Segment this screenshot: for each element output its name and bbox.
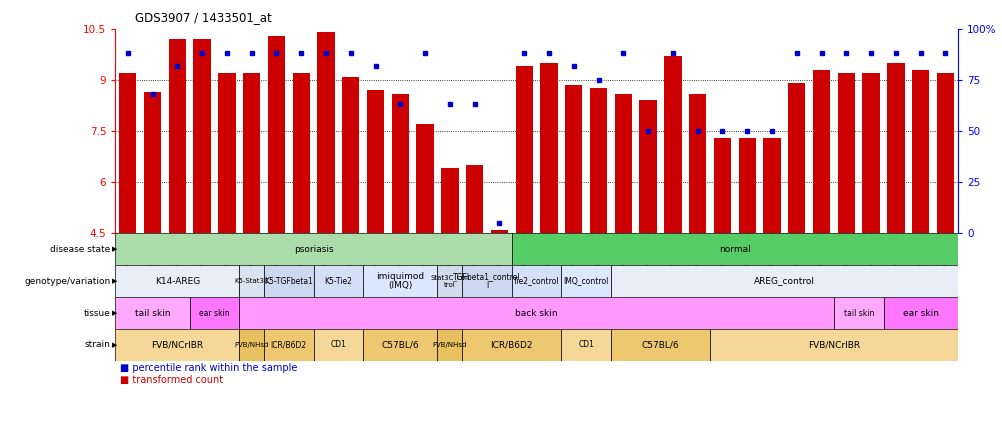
- Bar: [239, 297, 833, 329]
- Text: K5-Tie2: K5-Tie2: [324, 277, 352, 285]
- Text: ■ percentile rank within the sample: ■ percentile rank within the sample: [120, 363, 298, 373]
- Bar: [639, 100, 656, 233]
- Bar: [441, 168, 458, 233]
- Text: K5-Stat3C: K5-Stat3C: [234, 278, 269, 284]
- Bar: [737, 138, 756, 233]
- Bar: [115, 297, 189, 329]
- Bar: [437, 265, 462, 297]
- Text: ear skin: ear skin: [902, 309, 938, 317]
- Text: FVB/NCrIBR: FVB/NCrIBR: [807, 341, 859, 349]
- Bar: [239, 329, 264, 361]
- Text: ▶: ▶: [112, 310, 117, 316]
- Bar: [610, 329, 709, 361]
- Bar: [837, 73, 854, 233]
- Bar: [561, 329, 610, 361]
- Text: C57BL/6: C57BL/6: [641, 341, 678, 349]
- Text: back skin: back skin: [515, 309, 557, 317]
- Bar: [317, 32, 335, 233]
- Text: FVB/NHsd: FVB/NHsd: [432, 342, 467, 348]
- Bar: [589, 88, 606, 233]
- Bar: [862, 73, 879, 233]
- Bar: [713, 138, 730, 233]
- Bar: [812, 70, 830, 233]
- Bar: [883, 297, 957, 329]
- Text: ■ transformed count: ■ transformed count: [120, 375, 223, 385]
- Text: K5-TGFbeta1: K5-TGFbeta1: [265, 277, 313, 285]
- Bar: [462, 329, 561, 361]
- Bar: [688, 94, 705, 233]
- Text: tail skin: tail skin: [134, 309, 170, 317]
- Bar: [511, 265, 561, 297]
- Bar: [115, 265, 239, 297]
- Bar: [462, 265, 511, 297]
- Bar: [490, 230, 508, 233]
- Bar: [314, 329, 363, 361]
- Text: disease state: disease state: [50, 245, 110, 254]
- Bar: [143, 92, 161, 233]
- Text: Stat3C_con
trol: Stat3C_con trol: [430, 274, 469, 288]
- Bar: [416, 124, 433, 233]
- Bar: [614, 94, 631, 233]
- Bar: [437, 329, 462, 361]
- Bar: [268, 36, 285, 233]
- Text: strain: strain: [84, 341, 110, 349]
- Bar: [833, 297, 883, 329]
- Bar: [264, 265, 314, 297]
- Bar: [887, 63, 904, 233]
- Bar: [193, 39, 210, 233]
- Bar: [663, 56, 681, 233]
- Bar: [391, 94, 409, 233]
- Bar: [242, 73, 261, 233]
- Bar: [119, 73, 136, 233]
- Text: ▶: ▶: [112, 342, 117, 348]
- Bar: [466, 165, 483, 233]
- Text: CD1: CD1: [577, 341, 593, 349]
- Text: IMQ_control: IMQ_control: [563, 277, 608, 285]
- Bar: [239, 265, 264, 297]
- Bar: [788, 83, 805, 233]
- Bar: [911, 70, 929, 233]
- Bar: [564, 85, 582, 233]
- Text: FVB/NHsd: FVB/NHsd: [234, 342, 269, 348]
- Bar: [115, 329, 239, 361]
- Text: K14-AREG: K14-AREG: [154, 277, 199, 285]
- Text: normal: normal: [718, 245, 749, 254]
- Bar: [709, 329, 957, 361]
- Bar: [610, 265, 957, 297]
- Text: C57BL/6: C57BL/6: [381, 341, 419, 349]
- Bar: [293, 73, 310, 233]
- Text: imiquimod
(IMQ): imiquimod (IMQ): [376, 272, 424, 290]
- Bar: [314, 265, 363, 297]
- Text: psoriasis: psoriasis: [294, 245, 333, 254]
- Text: TGFbeta1_control
l: TGFbeta1_control l: [453, 272, 520, 290]
- Bar: [115, 233, 511, 265]
- Bar: [763, 138, 780, 233]
- Bar: [515, 66, 532, 233]
- Bar: [189, 297, 239, 329]
- Bar: [264, 329, 314, 361]
- Bar: [168, 39, 185, 233]
- Bar: [218, 73, 235, 233]
- Text: tissue: tissue: [83, 309, 110, 317]
- Bar: [936, 73, 953, 233]
- Bar: [363, 265, 437, 297]
- Text: Tie2_control: Tie2_control: [513, 277, 559, 285]
- Text: FVB/NCrIBR: FVB/NCrIBR: [151, 341, 203, 349]
- Text: ICR/B6D2: ICR/B6D2: [490, 341, 532, 349]
- Text: AREG_control: AREG_control: [754, 277, 814, 285]
- Text: tail skin: tail skin: [843, 309, 873, 317]
- Bar: [342, 76, 359, 233]
- Bar: [540, 63, 557, 233]
- Text: ear skin: ear skin: [199, 309, 229, 317]
- Text: ▶: ▶: [112, 246, 117, 252]
- Text: CD1: CD1: [330, 341, 346, 349]
- Bar: [511, 233, 957, 265]
- Bar: [363, 329, 437, 361]
- Text: GDS3907 / 1433501_at: GDS3907 / 1433501_at: [135, 12, 272, 24]
- Bar: [367, 90, 384, 233]
- Text: ▶: ▶: [112, 278, 117, 284]
- Bar: [561, 265, 610, 297]
- Text: ICR/B6D2: ICR/B6D2: [271, 341, 307, 349]
- Text: genotype/variation: genotype/variation: [24, 277, 110, 285]
